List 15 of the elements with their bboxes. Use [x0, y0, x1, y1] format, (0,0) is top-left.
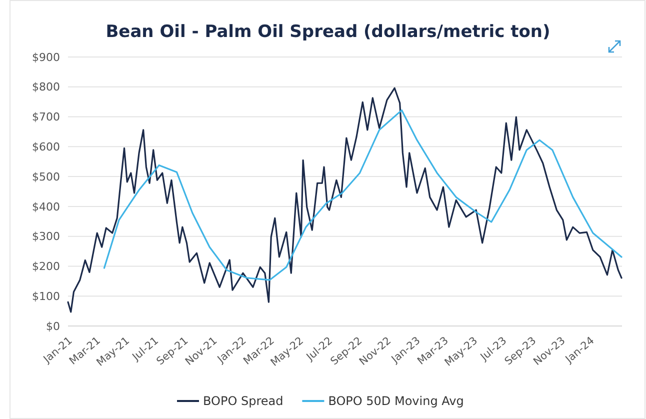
y-tick-label: $0: [46, 320, 60, 333]
y-tick-label: $700: [32, 110, 60, 124]
y-tick-label: $400: [32, 200, 60, 214]
y-tick-label: $100: [32, 290, 60, 303]
y-tick-label: $900: [32, 50, 60, 64]
y-tick-label: $500: [32, 170, 60, 184]
line-series: [103, 109, 622, 281]
y-tick-label: $300: [32, 230, 60, 244]
legend-label: BOPO 50D Moving Avg: [328, 394, 464, 408]
legend-label: BOPO Spread: [203, 394, 284, 408]
y-tick-label: $800: [32, 80, 60, 94]
line-series: [67, 87, 622, 313]
chart-title: Bean Oil - Palm Oil Spread (dollars/metric ton): [106, 22, 550, 42]
y-tick-label: $600: [32, 140, 60, 154]
y-tick-label: $200: [32, 260, 60, 274]
